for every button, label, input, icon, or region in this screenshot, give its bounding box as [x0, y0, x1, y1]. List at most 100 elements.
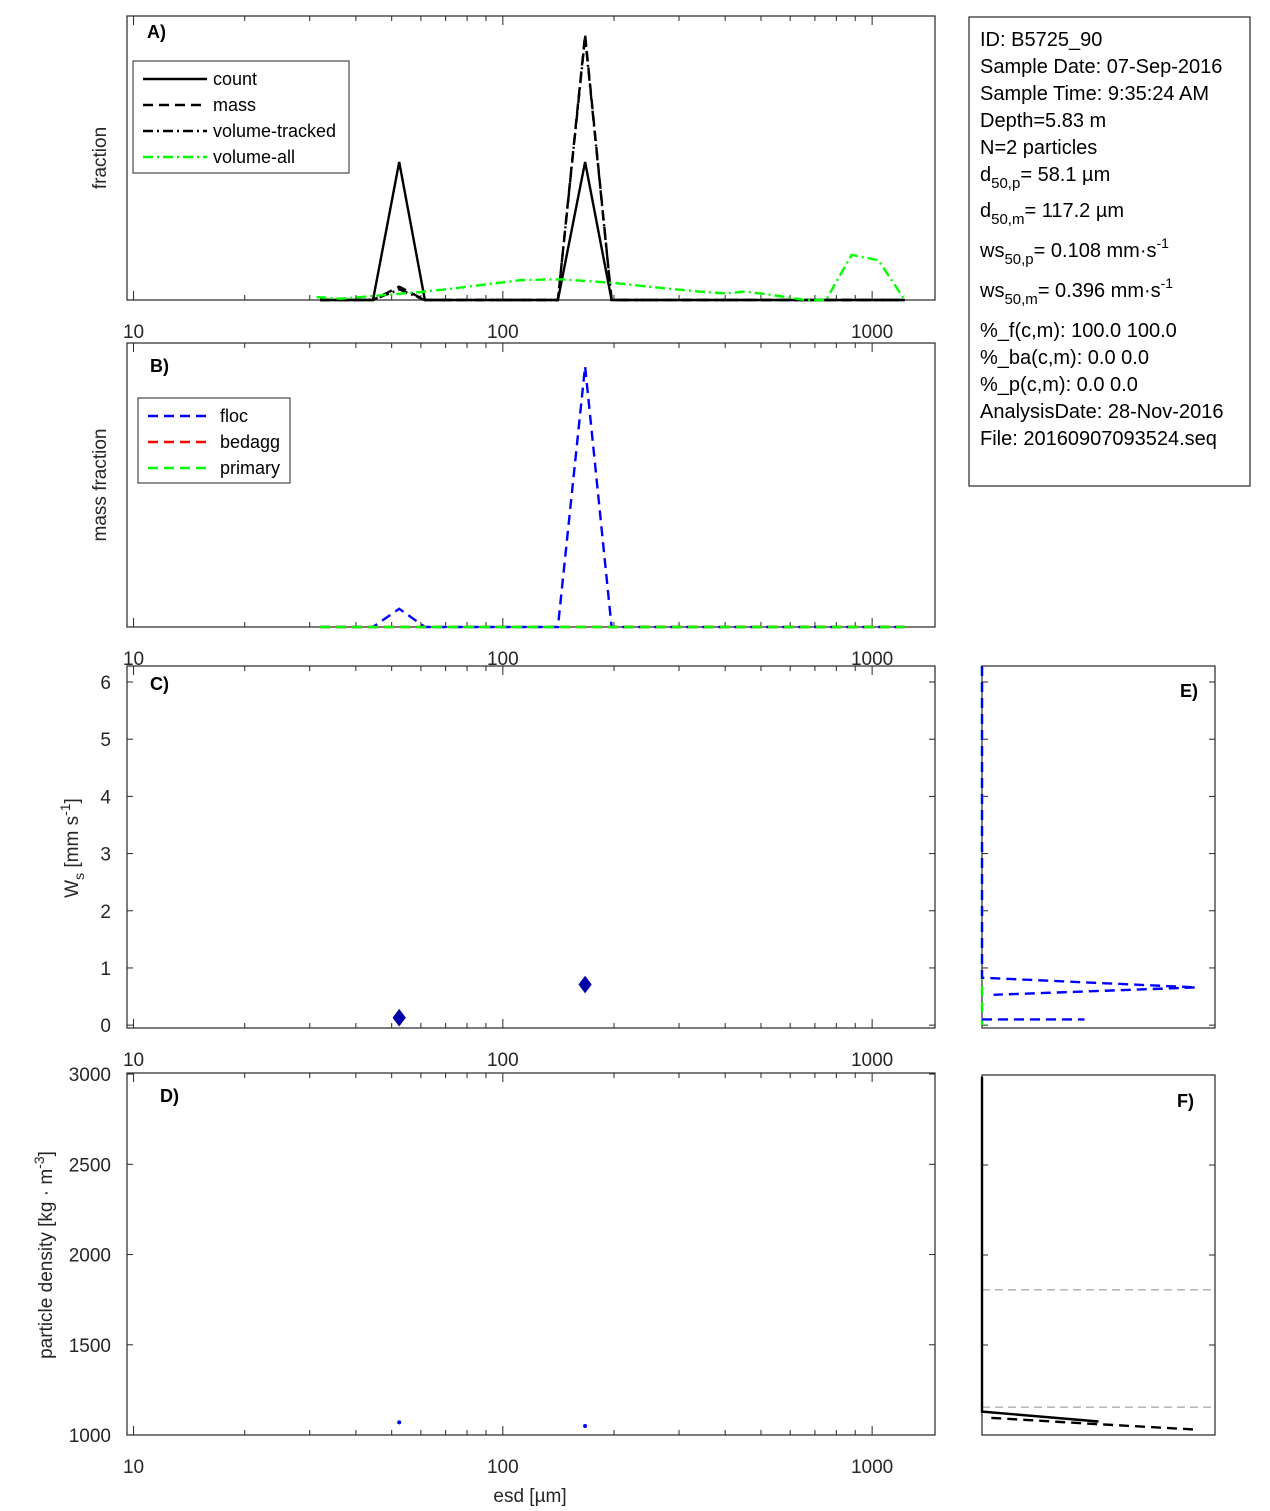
info-line: d50,p= 58.1 µm — [980, 164, 1110, 192]
panel-B: 10 100 1000 B) floc bedagg primary mass fractio… — [90, 342, 936, 670]
panel-A: 10 100 1000 A) count mass volume-tracked volume… — [90, 15, 936, 343]
data-point — [578, 975, 592, 994]
y-axis-label: mass fraction — [90, 429, 111, 542]
x-tick-label: 100 — [487, 1050, 519, 1071]
panel-C: 10 100 1000 0 1 2 3 4 5 6 C) Ws [mm s-1] — [57, 665, 936, 1071]
info-line: %_ba(c,m): 0.0 0.0 — [980, 347, 1149, 369]
legend-label: floc — [220, 406, 248, 426]
info-text: AnalysisDate: 28-Nov-2016 — [980, 401, 1223, 423]
info-value: = 117.2 µm — [1024, 200, 1124, 222]
info-value: = 0.396 mm·s — [1038, 280, 1161, 302]
info-line: N=2 particles — [980, 137, 1097, 159]
panel-E: E) — [980, 665, 1216, 1029]
x-tick-label: 1000 — [851, 1457, 893, 1478]
info-value: = 0.108 mm·s — [1034, 240, 1157, 262]
y-axis-label-mid: [mm s — [62, 816, 83, 873]
info-box: ID: B5725_90 Sample Date: 07-Sep-2016 Samp… — [968, 16, 1251, 487]
legend-label: volume-all — [213, 147, 295, 167]
plot-area — [126, 665, 936, 1029]
y-tick-label: 4 — [100, 787, 111, 808]
plot-area — [981, 1074, 1216, 1436]
info-text: ID: B5725_90 — [980, 29, 1102, 51]
series-line-mass — [991, 1416, 1197, 1431]
y-tick-label: 2 — [100, 902, 111, 923]
legend: count mass volume-tracked volume-all — [132, 60, 350, 174]
info-text: d — [980, 164, 991, 186]
info-value: = 58.1 µm — [1020, 164, 1110, 186]
y-tick-label: 0 — [100, 1016, 111, 1037]
series-line-volume-tracked — [320, 37, 905, 302]
y-tick-label: 1500 — [69, 1336, 111, 1357]
x-axis-label: esd [µm] — [493, 1486, 566, 1507]
info-text: ws — [979, 240, 1004, 262]
info-subscript: 50,m — [991, 211, 1024, 228]
info-text: ws — [979, 280, 1004, 302]
plot-area — [126, 1072, 936, 1436]
info-text: d — [980, 200, 991, 222]
x-tick-label: 100 — [487, 322, 519, 343]
y-tick-label: 1000 — [69, 1426, 111, 1447]
y-axis-label-sup: -1 — [57, 803, 73, 816]
plot-area — [981, 665, 1216, 1029]
y-tick-label: 3 — [100, 845, 111, 866]
x-tick-label: 10 — [123, 649, 144, 670]
panel-label: F) — [1177, 1091, 1194, 1111]
y-tick-label: 2000 — [69, 1246, 111, 1267]
legend: floc bedagg primary — [137, 397, 291, 484]
info-subscript: 50,p — [1004, 251, 1033, 268]
series-line-volume-all — [316, 253, 906, 302]
y-axis-label-end: ] — [62, 798, 83, 803]
x-tick-label: 10 — [123, 322, 144, 343]
info-text: File: 20160907093524.seq — [980, 428, 1217, 450]
info-superscript: -1 — [1161, 275, 1174, 291]
legend-label: bedagg — [220, 432, 280, 452]
panel-F: F) — [980, 1074, 1216, 1436]
info-box-border — [968, 16, 1251, 487]
series-line-count — [980, 1076, 1099, 1423]
series-line-floc — [980, 666, 1197, 996]
x-tick-label: 100 — [487, 649, 519, 670]
info-text: %_ba(c,m): 0.0 0.0 — [980, 347, 1149, 369]
y-axis-label-main: particle density [kg · m — [36, 1169, 57, 1359]
info-text: Sample Date: 07-Sep-2016 — [980, 56, 1222, 78]
y-axis-label: Ws [mm s-1] — [57, 798, 87, 898]
legend-box — [137, 397, 291, 484]
panel-label: C) — [150, 674, 169, 694]
info-line: Sample Time: 9:35:24 AM — [980, 83, 1209, 105]
y-axis-label-main: W — [62, 880, 83, 898]
info-line: %_f(c,m): 100.0 100.0 — [980, 320, 1177, 342]
y-tick-label: 3000 — [69, 1065, 111, 1086]
info-line: ID: B5725_90 — [980, 29, 1102, 51]
info-subscript: 50,m — [1004, 291, 1037, 308]
legend-label: primary — [220, 458, 280, 478]
panel-label: A) — [147, 22, 166, 42]
y-axis-label: fraction — [90, 127, 111, 189]
x-tick-label: 1000 — [851, 649, 893, 670]
panel-label: B) — [150, 356, 169, 376]
plot-area — [126, 342, 936, 628]
x-tick-label: 10 — [123, 1050, 144, 1071]
x-tick-label: 10 — [123, 1457, 144, 1478]
legend-label: count — [213, 69, 257, 89]
info-line: %_p(c,m): 0.0 0.0 — [980, 374, 1138, 396]
y-tick-label: 5 — [100, 730, 111, 751]
info-line: File: 20160907093524.seq — [980, 428, 1217, 450]
info-line: d50,m= 117.2 µm — [980, 200, 1124, 228]
info-line: Depth=5.83 m — [980, 110, 1106, 132]
info-text: %_f(c,m): 100.0 100.0 — [980, 320, 1177, 342]
x-tick-label: 1000 — [851, 322, 893, 343]
x-tick-label: 1000 — [851, 1050, 893, 1071]
y-axis-label-end: ] — [36, 1151, 57, 1156]
y-tick-label: 2500 — [69, 1155, 111, 1176]
info-text: N=2 particles — [980, 137, 1097, 159]
info-subscript: 50,p — [991, 175, 1020, 192]
panel-D: 10 100 1000 1000 1500 2000 2500 3000 D) particle … — [31, 1065, 936, 1507]
y-axis-label-sub: s — [71, 873, 87, 880]
info-text: Depth=5.83 m — [980, 110, 1106, 132]
info-line: ws50,m= 0.396 mm·s-1 — [979, 275, 1173, 308]
x-tick-label: 100 — [487, 1457, 519, 1478]
info-line: Sample Date: 07-Sep-2016 — [980, 56, 1222, 78]
data-point — [397, 1420, 402, 1425]
y-tick-label: 1 — [100, 959, 111, 980]
